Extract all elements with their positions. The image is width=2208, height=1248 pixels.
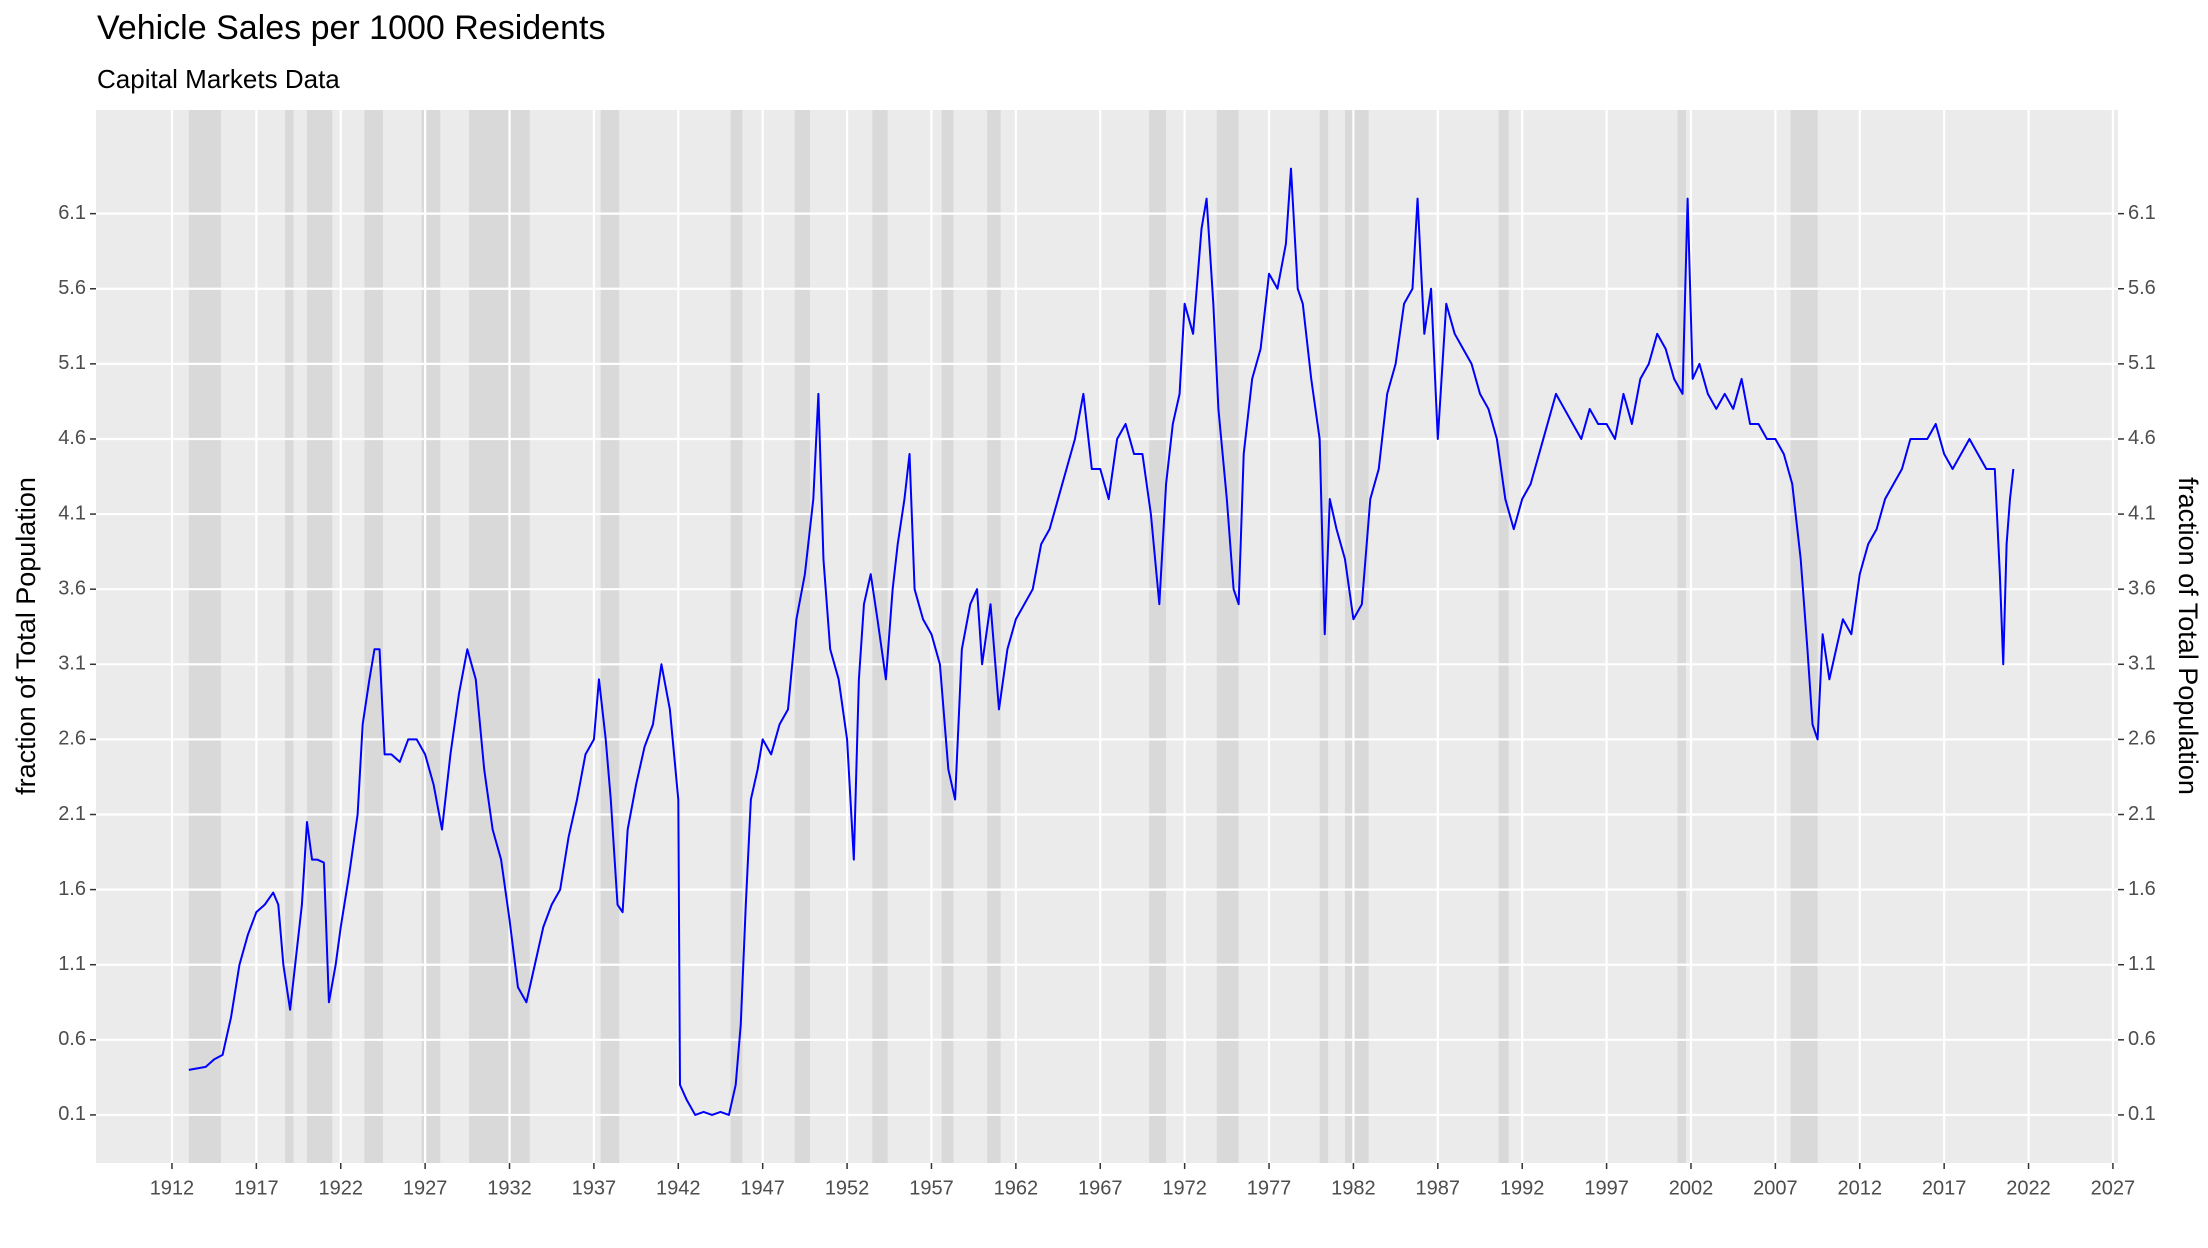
series-line [188,167,2015,1116]
x-tick-label: 1927 [403,1177,448,1199]
y2-tick-label: 4.1 [2128,502,2156,524]
y2-tick-label: 1.1 [2128,953,2156,975]
y2-tick-label: 0.1 [2128,1103,2156,1125]
y2-tick-label: 0.6 [2128,1028,2156,1050]
x-tick-label: 1952 [825,1177,870,1199]
x-tick-label: 2027 [2091,1177,2136,1199]
recession-band [730,110,743,1163]
y-tick-label: 0.1 [58,1103,86,1125]
recession-band [794,110,810,1163]
y-tick-label: 0.6 [58,1028,86,1050]
x-tick-label: 1962 [994,1177,1039,1199]
recession-band [1498,110,1509,1163]
y-tick-label: 1.6 [58,878,86,900]
x-tick-label: 1917 [234,1177,279,1199]
y-tick-label: 4.6 [58,427,86,449]
x-tick-label: 1992 [1500,1177,1545,1199]
recession-band [1790,110,1818,1163]
x-tick-label: 1912 [150,1177,195,1199]
x-tick-label: 2002 [1669,1177,1714,1199]
y-tick-label: 6.1 [58,202,86,224]
y2-tick-label: 1.6 [2128,878,2156,900]
y2-tick-label: 2.6 [2128,728,2156,750]
recession-band [1216,110,1239,1163]
recession-band [421,110,441,1163]
recession-band [285,110,294,1163]
recession-band [188,110,221,1163]
chart-title: Vehicle Sales per 1000 Residents [97,9,605,47]
x-tick-label: 1932 [487,1177,532,1199]
x-tick-label: 1977 [1247,1177,1292,1199]
recession-band [1319,110,1329,1163]
y2-tick-label: 3.1 [2128,653,2156,675]
x-tick-label: 2007 [1753,1177,1798,1199]
y-tick-label: 3.6 [58,577,86,599]
y-axis-label: fraction of Total Population [11,477,41,795]
recession-band [1149,110,1167,1163]
y2-tick-label: 6.1 [2128,202,2156,224]
grid [96,110,2118,1163]
y-tick-label: 4.1 [58,502,86,524]
x-tick-label: 1922 [318,1177,363,1199]
x-tick-label: 1937 [572,1177,617,1199]
x-tick-label: 1967 [1078,1177,1123,1199]
x-tick-label: 1972 [1162,1177,1207,1199]
y2-tick-label: 5.1 [2128,352,2156,374]
y-tick-label: 5.1 [58,352,86,374]
y2-axis-label: fraction of Total Population [2173,477,2203,795]
recession-bands [188,110,1818,1163]
y2-tick-label: 3.6 [2128,577,2156,599]
recession-band [306,110,333,1163]
y2-tick-label: 4.6 [2128,427,2156,449]
x-tick-label: 1987 [1416,1177,1461,1199]
y-tick-label: 3.1 [58,653,86,675]
x-tick-label: 1957 [909,1177,954,1199]
y-tick-label: 5.6 [58,277,86,299]
x-tick-label: 1942 [656,1177,701,1199]
recession-band [1344,110,1369,1163]
recession-band [1677,110,1686,1163]
y2-tick-label: 2.1 [2128,803,2156,825]
x-tick-label: 1997 [1584,1177,1629,1199]
recession-band [469,110,530,1163]
chart-subtitle: Capital Markets Data [97,64,340,94]
x-tick-label: 1982 [1331,1177,1376,1199]
x-tick-label: 2022 [2006,1177,2051,1199]
y-tick-label: 2.6 [58,728,86,750]
y-tick-label: 1.1 [58,953,86,975]
x-tick-label: 2017 [1922,1177,1967,1199]
recession-band [364,110,383,1163]
y-tick-label: 2.1 [58,803,86,825]
recession-band [941,110,954,1163]
recession-band [600,110,620,1163]
y2-tick-label: 5.6 [2128,277,2156,299]
x-tick-label: 2012 [1838,1177,1883,1199]
x-tick-label: 1947 [740,1177,785,1199]
